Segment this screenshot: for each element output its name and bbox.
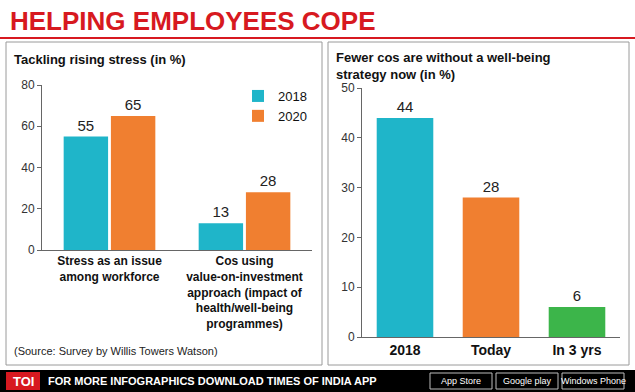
svg-text:20: 20 xyxy=(21,202,35,216)
svg-text:HELPING EMPLOYEES COPE: HELPING EMPLOYEES COPE xyxy=(10,6,376,36)
svg-text:TOI: TOI xyxy=(13,374,34,389)
svg-text:0: 0 xyxy=(348,330,355,344)
svg-text:60: 60 xyxy=(21,119,35,133)
svg-text:30: 30 xyxy=(341,181,355,195)
svg-text:(Source: Survey by Willis Towe: (Source: Survey by Willis Towers Watson) xyxy=(14,345,218,357)
svg-text:0: 0 xyxy=(28,243,35,257)
svg-text:80: 80 xyxy=(21,78,35,92)
svg-text:Tackling rising stress (in %): Tackling rising stress (in %) xyxy=(14,52,186,67)
svg-text:28: 28 xyxy=(483,178,500,195)
svg-text:28: 28 xyxy=(260,172,277,189)
svg-text:Stress as an issueamong workfo: Stress as an issueamong workforce xyxy=(57,254,162,284)
svg-text:13: 13 xyxy=(213,203,230,220)
svg-text:50: 50 xyxy=(341,81,355,95)
svg-text:Windows Phone: Windows Phone xyxy=(561,376,626,386)
svg-text:10: 10 xyxy=(341,280,355,294)
svg-text:55: 55 xyxy=(78,117,95,134)
svg-text:App Store: App Store xyxy=(441,376,481,386)
svg-text:40: 40 xyxy=(21,161,35,175)
svg-text:6: 6 xyxy=(573,287,581,304)
svg-text:40: 40 xyxy=(341,131,355,145)
svg-text:Cos usingvalue-on-investmentap: Cos usingvalue-on-investmentapproach (im… xyxy=(186,254,303,330)
svg-text:Today: Today xyxy=(471,342,511,358)
svg-text:FOR MORE INFOGRAPHICS DOWNLOAD: FOR MORE INFOGRAPHICS DOWNLOAD TIMES OF … xyxy=(48,375,377,387)
svg-text:Fewer cos are without a well-b: Fewer cos are without a well-beingstrate… xyxy=(336,50,551,82)
svg-text:In 3 yrs: In 3 yrs xyxy=(552,342,601,358)
svg-text:65: 65 xyxy=(125,96,142,113)
svg-text:20: 20 xyxy=(341,231,355,245)
svg-text:2018: 2018 xyxy=(389,342,420,358)
svg-text:2018: 2018 xyxy=(278,89,307,104)
svg-text:44: 44 xyxy=(397,98,414,115)
svg-text:Google play: Google play xyxy=(503,376,552,386)
svg-text:2020: 2020 xyxy=(278,109,307,124)
